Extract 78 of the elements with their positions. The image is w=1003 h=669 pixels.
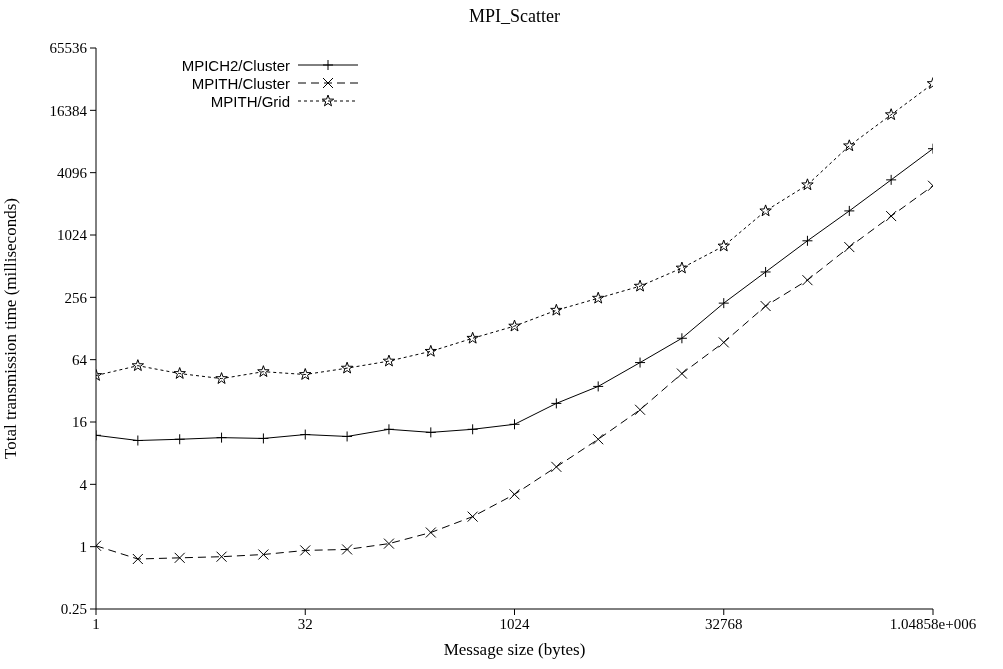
point	[131, 359, 145, 372]
point	[216, 432, 228, 444]
point	[760, 266, 772, 278]
x-tick-label: 32768	[705, 615, 743, 632]
point	[215, 372, 228, 384]
point	[885, 174, 897, 186]
point	[299, 368, 312, 380]
point	[216, 551, 228, 563]
legend-label: MPITH/Grid	[210, 92, 290, 110]
point	[759, 204, 772, 217]
point	[760, 300, 772, 312]
point	[676, 332, 688, 344]
x-axis-title: Message size (bytes)	[443, 640, 586, 659]
point	[550, 303, 563, 316]
legend-label: MPITH/Cluster	[191, 74, 290, 92]
point	[383, 423, 395, 435]
point	[633, 279, 647, 292]
point	[550, 397, 562, 409]
point	[592, 380, 604, 392]
point	[675, 261, 689, 274]
y-axis-title: Total transmission time (milliseconds)	[1, 198, 21, 459]
point	[884, 108, 898, 121]
point	[801, 235, 813, 247]
y-tick-label: 4096	[57, 164, 88, 181]
point	[383, 538, 395, 550]
point	[801, 178, 814, 191]
x-tick-label: 1.04858e+006	[889, 615, 977, 632]
point	[173, 367, 186, 379]
point	[132, 553, 144, 565]
point	[592, 433, 604, 445]
legend-label: MPICH2/Cluster	[181, 56, 290, 74]
y-tick-label: 4	[79, 476, 88, 493]
y-tick-label: 65536	[49, 40, 88, 57]
y-tick-label: 64	[72, 351, 88, 368]
point	[341, 430, 353, 442]
point	[341, 543, 353, 555]
point	[508, 319, 521, 332]
point	[843, 241, 855, 253]
point	[885, 210, 897, 222]
point	[257, 432, 269, 444]
point	[718, 297, 730, 309]
point	[843, 205, 855, 217]
point	[717, 239, 730, 252]
point	[634, 404, 646, 416]
point	[382, 354, 396, 367]
y-tick-label: 256	[64, 289, 88, 306]
point	[801, 274, 813, 286]
point	[509, 488, 520, 500]
point	[174, 552, 186, 564]
y-tick-label: 16384	[49, 102, 88, 119]
x-tick-label: 1	[92, 615, 100, 632]
point	[550, 461, 562, 473]
y-tick-label: 1	[79, 538, 87, 555]
y-tick-label: 16	[72, 414, 88, 431]
point	[424, 344, 438, 357]
point	[467, 511, 479, 523]
point	[843, 139, 856, 152]
y-tick-label: 1024	[57, 227, 88, 244]
point	[132, 435, 144, 447]
y-tick-label: 0.25	[60, 601, 87, 618]
point	[425, 426, 437, 438]
x-tick-label: 32	[297, 615, 313, 632]
point	[299, 544, 311, 556]
point	[425, 527, 437, 539]
point	[718, 336, 730, 348]
point	[257, 365, 270, 378]
point	[299, 429, 311, 441]
point	[257, 549, 269, 561]
point	[340, 361, 354, 374]
point	[174, 433, 186, 445]
point	[509, 418, 520, 430]
point	[466, 331, 479, 344]
point	[676, 368, 688, 380]
point	[591, 291, 605, 304]
chart-title: MPI_Scatter	[468, 6, 561, 27]
point	[634, 357, 646, 369]
point	[467, 423, 479, 435]
x-tick-label: 1024	[499, 615, 530, 632]
